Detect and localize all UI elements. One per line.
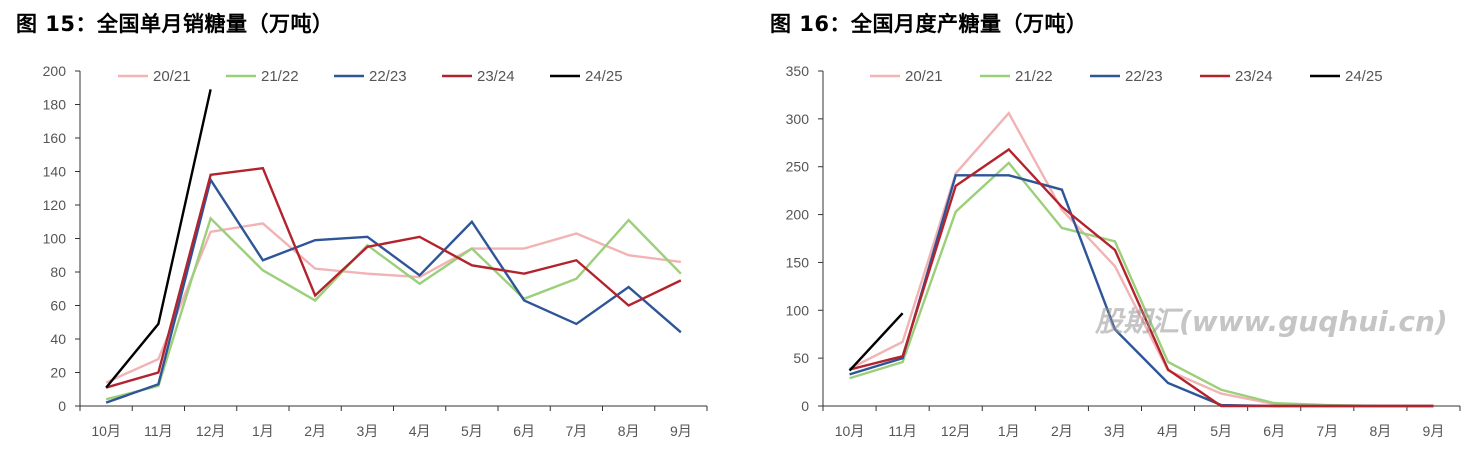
chart-1-y-tick-label: 100	[43, 231, 67, 247]
chart-1-x-tick-label: 11月	[144, 423, 173, 439]
chart-1-y-tick-label: 40	[50, 331, 66, 347]
chart-1-y-tick-label: 200	[43, 63, 67, 79]
chart-2-x-tick-label: 7月	[1316, 423, 1338, 439]
chart-2-y-tick-label: 0	[801, 398, 809, 414]
chart-1-series-24-25-line	[105, 89, 212, 389]
chart-2-y-tick-label: 50	[793, 350, 809, 366]
chart-2-legend-label: 23/24	[1235, 68, 1273, 85]
chart-2-y-tick-label: 150	[786, 254, 810, 270]
chart-1-x-tick-label: 4月	[409, 423, 431, 439]
chart-2-x-tick-label: 12月	[941, 423, 971, 439]
chart-1-legend-label: 23/24	[477, 68, 515, 85]
chart-1-x-tick-label: 2月	[304, 423, 326, 439]
chart-2-legend-label: 20/21	[905, 68, 943, 85]
chart-2-x-tick-label: 9月	[1423, 423, 1445, 439]
chart-2-legend-label: 22/23	[1125, 68, 1163, 85]
chart-2-series-23-24-line	[849, 147, 1434, 408]
chart-1-y-tick-label: 80	[50, 264, 66, 280]
chart-1-x-tick-label: 3月	[356, 423, 378, 439]
chart-1-series-20-21-line	[105, 222, 682, 384]
chart-2-y-tick-label: 300	[786, 111, 810, 127]
watermark: 股期汇(www.guqhui.cn)	[1095, 305, 1448, 338]
chart-1-legend-label: 24/25	[585, 68, 623, 85]
chart-2-x-tick-label: 1月	[998, 423, 1020, 439]
chart-2-x-tick-label: 4月	[1157, 423, 1179, 439]
chart-2-series-20-21-line	[849, 111, 1434, 408]
chart-2-x-tick-label: 10月	[835, 423, 865, 439]
chart-1-x-tick-label: 9月	[670, 423, 692, 439]
chart-2-x-tick-label: 3月	[1104, 423, 1126, 439]
chart-1-y-tick-label: 140	[43, 164, 67, 180]
chart-1-x-tick-label: 7月	[565, 423, 587, 439]
chart-1-legend-label: 20/21	[153, 68, 191, 85]
chart-1-y-tick-label: 160	[43, 130, 67, 146]
chart-1-x-tick-label: 6月	[513, 423, 535, 439]
chart-2-x-tick-label: 11月	[888, 423, 917, 439]
chart-1-series-22-23-line	[105, 176, 682, 404]
chart-2-legend-label: 24/25	[1345, 68, 1383, 85]
chart-1-x-tick-label: 5月	[461, 423, 483, 439]
chart-1-x-tick-label: 12月	[196, 423, 226, 439]
chart-1-y-tick-label: 120	[43, 197, 67, 213]
chart-2-x-tick-label: 5月	[1210, 423, 1232, 439]
chart-1-title: 图 15：全国单月销糖量（万吨）	[16, 12, 334, 36]
chart-2-series-21-22-line	[849, 161, 1434, 408]
chart-2-y-tick-label: 200	[786, 207, 810, 223]
chart-1-y-tick-label: 0	[58, 398, 66, 414]
chart-2-x-tick-label: 6月	[1263, 423, 1285, 439]
chart-1-legend-label: 22/23	[369, 68, 407, 85]
chart-2-title: 图 16：全国月度产糖量（万吨）	[770, 12, 1088, 36]
chart-2-x-tick-label: 2月	[1051, 423, 1073, 439]
chart-1-x-tick-label: 8月	[618, 423, 640, 439]
chart-1-x-tick-label: 1月	[252, 423, 274, 439]
chart-1-legend-label: 21/22	[261, 68, 299, 85]
chart-1-y-tick-label: 180	[43, 97, 67, 113]
chart-2-y-tick-label: 350	[786, 63, 810, 79]
chart-1-x-tick-label: 10月	[91, 423, 121, 439]
chart-2-legend-label: 21/22	[1015, 68, 1053, 85]
chart-2-y-tick-label: 100	[786, 302, 810, 318]
chart-1-y-tick-label: 20	[50, 365, 66, 381]
chart-1-series-23-24-line	[105, 166, 682, 389]
chart-2-series-22-23-line	[849, 174, 1434, 408]
chart-2-y-tick-label: 250	[786, 159, 810, 175]
chart-1-y-tick-label: 60	[50, 298, 66, 314]
chart-2-x-tick-label: 8月	[1369, 423, 1391, 439]
chart-2-series-24-25-line	[848, 312, 904, 372]
